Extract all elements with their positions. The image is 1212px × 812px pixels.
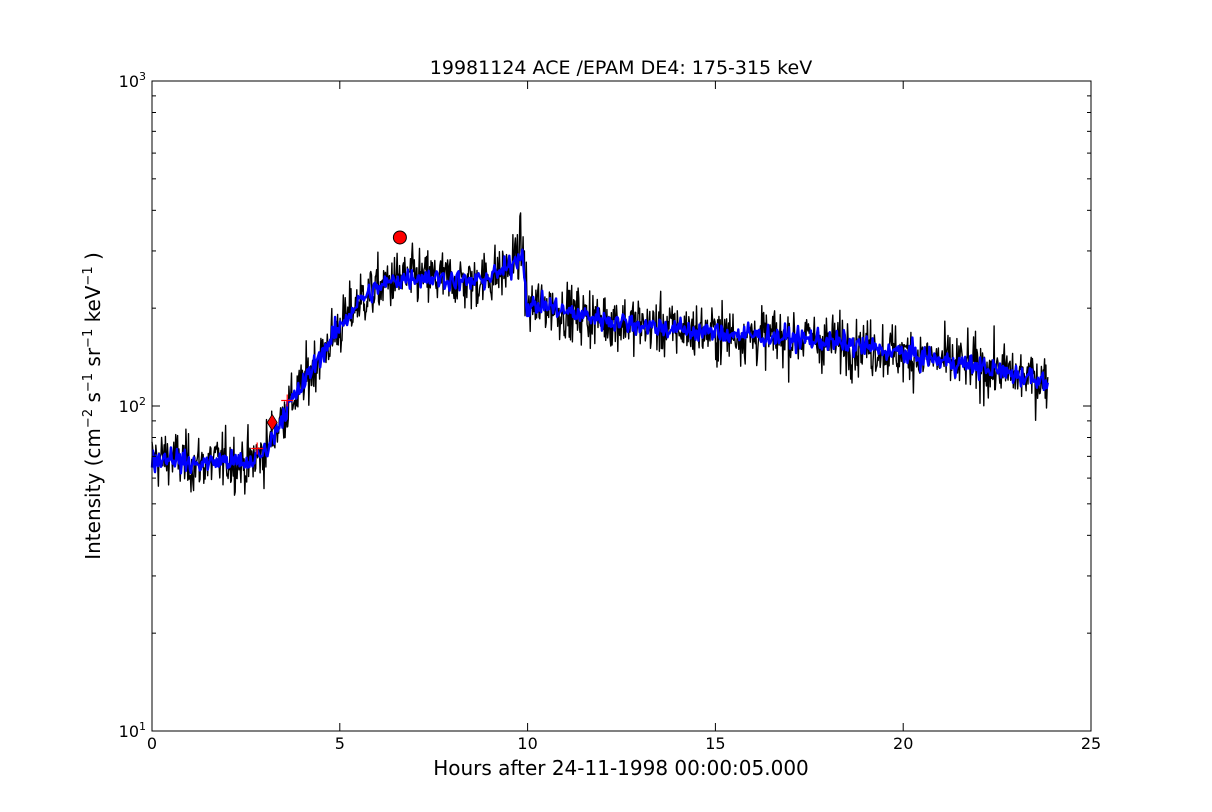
y-tick-label-exponent: 3 <box>139 70 146 83</box>
y-axis-label-exp-s: −1 <box>81 373 96 392</box>
x-tick-label: 5 <box>335 734 345 753</box>
series-smoothed-line <box>150 248 1049 475</box>
y-axis-label: Intensity (cm−2 s−1 sr−1 keV−1 ) <box>81 252 105 560</box>
y-axis-label-kev: keV <box>81 285 105 329</box>
chart-title: 19981124 ACE /EPAM DE4: 175-315 keV <box>430 57 812 79</box>
y-axis-label-exp-sr: −1 <box>81 329 96 348</box>
y-axis-label-exp-cm: −2 <box>81 409 96 428</box>
x-tick-label: 25 <box>1081 734 1101 753</box>
plot-area <box>150 212 1049 496</box>
y-axis-label-close: ) <box>81 252 105 266</box>
peak-marker-circle <box>392 230 407 245</box>
onset-marker-diamond <box>266 413 278 432</box>
marker-plus <box>251 442 264 455</box>
y-tick-label: 103 <box>119 70 146 91</box>
y-tick-label-base: 10 <box>119 72 139 91</box>
y-tick-label-exponent: 1 <box>139 720 146 733</box>
y-axis-label-exp-kev: −1 <box>81 266 96 285</box>
x-tick-label: 10 <box>517 734 537 753</box>
y-tick-label: 102 <box>119 395 146 416</box>
x-axis-label: Hours after 24-11-1998 00:00:05.000 <box>433 756 809 780</box>
marker-plus <box>281 394 294 407</box>
y-axis-label-sr: sr <box>81 347 105 373</box>
y-tick-label-exponent: 2 <box>139 395 146 408</box>
y-tick-label-base: 10 <box>119 397 139 416</box>
y-axis-label-s: s <box>81 392 105 409</box>
x-tick-label: 0 <box>147 734 157 753</box>
x-tick-label: 15 <box>705 734 725 753</box>
y-tick-label-base: 10 <box>119 722 139 741</box>
y-tick-label: 101 <box>119 720 146 741</box>
y-axis-label-main: Intensity (cm <box>81 428 105 560</box>
x-tick-label: 20 <box>893 734 913 753</box>
x-axis: 0 5 10 15 20 25 <box>147 81 1101 753</box>
